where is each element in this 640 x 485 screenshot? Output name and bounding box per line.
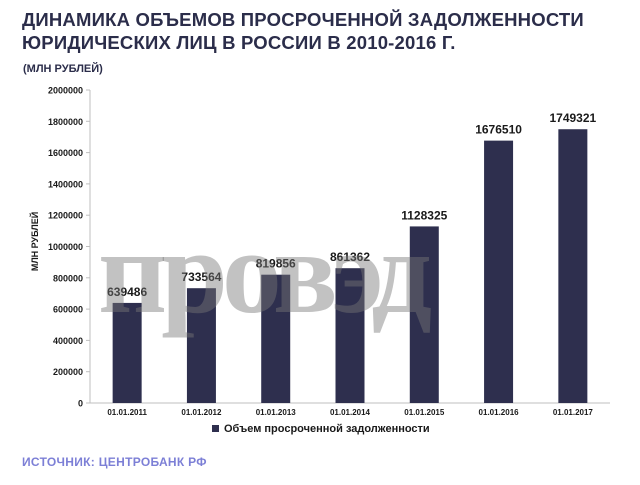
bar [186, 288, 216, 403]
unit-label: (МЛН РУБЛЕЙ) [23, 63, 103, 75]
y-tick-label: 1800000 [48, 117, 83, 127]
y-tick-label: 1400000 [48, 179, 83, 189]
y-tick-label: 200000 [53, 367, 83, 377]
chart-title-line-1: ДИНАМИКА ОБЪЕМОВ ПРОСРОЧЕННОЙ ЗАДОЛЖЕННО… [22, 9, 584, 30]
y-tick-label: 1000000 [48, 242, 83, 252]
y-tick-label: 2000000 [48, 86, 83, 96]
x-tick-label: 01.01.2014 [330, 408, 371, 417]
y-tick-label: 1200000 [48, 211, 83, 221]
x-tick-label: 01.01.2016 [479, 408, 520, 417]
bar [335, 268, 365, 403]
legend-label: Объем просроченной задолженности [224, 423, 430, 435]
x-tick-label: 01.01.2013 [256, 408, 297, 417]
bar [261, 274, 291, 403]
chart-title: ДИНАМИКА ОБЪЕМОВ ПРОСРОЧЕННОЙ ЗАДОЛЖЕННО… [22, 8, 622, 54]
legend-swatch [212, 425, 219, 432]
y-tick-label: 600000 [53, 305, 83, 315]
y-axis-title: МЛН РУБЛЕЙ [29, 212, 40, 271]
data-label: 1128325 [401, 208, 447, 222]
bar [558, 129, 588, 403]
watermark-text: провэд [98, 205, 432, 338]
x-tick-label: 01.01.2017 [553, 408, 594, 417]
bar [112, 302, 142, 403]
x-tick-label: 01.01.2011 [107, 408, 147, 417]
y-tick-label: 1600000 [48, 148, 83, 158]
data-label: 819856 [256, 257, 296, 271]
x-tick-label: 01.01.2012 [181, 408, 222, 417]
chart-title-line-2: ЮРИДИЧЕСКИХ ЛИЦ В РОССИИ В 2010-2016 Г. [22, 32, 456, 53]
bar [484, 140, 514, 403]
data-label: 861362 [330, 250, 370, 264]
y-tick-label: 0 [78, 399, 83, 409]
data-label: 639486 [107, 285, 147, 299]
data-label: 1676510 [475, 123, 522, 137]
y-tick-label: 400000 [53, 336, 83, 346]
source-note: ИСТОЧНИК: ЦЕНТРОБАНК РФ [22, 455, 207, 469]
bar [409, 226, 439, 403]
y-tick-label: 800000 [53, 273, 83, 283]
x-tick-label: 01.01.2015 [404, 408, 445, 417]
data-label: 733564 [181, 270, 221, 284]
data-label: 1749321 [549, 111, 596, 125]
